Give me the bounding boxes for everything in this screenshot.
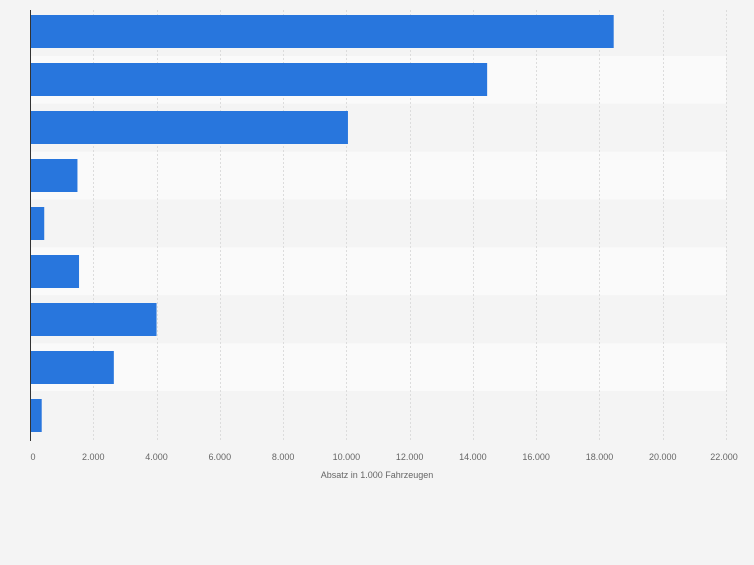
row-band-6	[30, 247, 726, 296]
bar-9	[30, 399, 42, 432]
row-band-5	[30, 199, 726, 248]
bar-1	[30, 15, 614, 48]
row-bands	[30, 8, 726, 439]
bars	[30, 15, 614, 432]
bar-2	[30, 63, 488, 96]
row-band-4	[30, 151, 726, 200]
x-tick-label-6.000: 6.000	[209, 452, 232, 462]
row-band-8	[30, 343, 726, 392]
x-tick-label-18.000: 18.000	[586, 452, 614, 462]
x-tick-label-10.000: 10.000	[333, 452, 361, 462]
x-tick-label-4.000: 4.000	[145, 452, 168, 462]
x-tick-label-16.000: 16.000	[522, 452, 550, 462]
bar-7	[30, 303, 157, 336]
bar-6	[30, 255, 80, 288]
row-band-9	[30, 391, 726, 439]
x-tick-label-8.000: 8.000	[272, 452, 295, 462]
bar-4	[30, 159, 78, 192]
bar-5	[30, 207, 45, 240]
x-tick-label-20.000: 20.000	[649, 452, 677, 462]
bar-8	[30, 351, 114, 384]
x-tick-label-12.000: 12.000	[396, 452, 424, 462]
x-tick-label-0: 0	[30, 452, 35, 462]
x-axis-label: Absatz in 1.000 Fahrzeugen	[321, 470, 434, 480]
x-tick-label-14.000: 14.000	[459, 452, 487, 462]
bar-3	[30, 111, 348, 144]
x-tick-label-22.000: 22.000	[710, 452, 738, 462]
x-tick-labels: 0 2.000 4.000 6.000 8.000 10.000 12.000 14.000 1…	[30, 452, 737, 462]
x-tick-label-2.000: 2.000	[82, 452, 105, 462]
